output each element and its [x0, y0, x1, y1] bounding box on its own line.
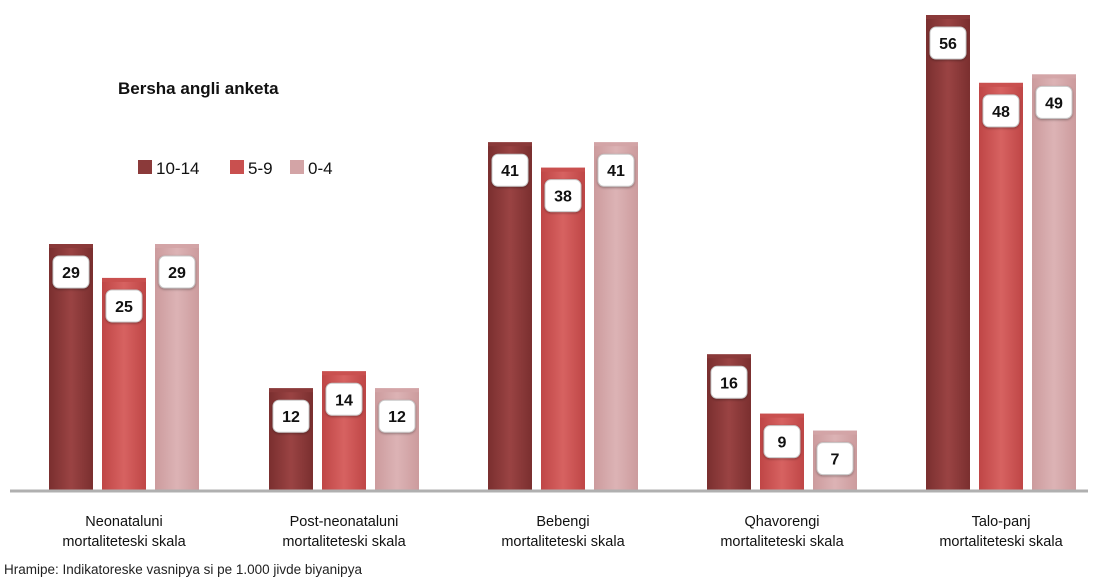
data-label-5-9-cat1: 25	[105, 289, 143, 323]
svg-text:29: 29	[62, 265, 80, 282]
svg-text:38: 38	[554, 189, 572, 206]
bar-top-0-4-cat1	[155, 244, 199, 249]
bar-top-10-14-cat5	[926, 15, 970, 19]
legend-swatch-0-4	[290, 160, 304, 174]
bar-10-14-cat3	[488, 142, 532, 490]
data-label-10-14-cat4: 16	[710, 365, 748, 399]
legend-swatch-10-14	[138, 160, 152, 174]
svg-text:9: 9	[778, 435, 787, 452]
svg-text:56: 56	[939, 36, 957, 53]
chart: 29 25 29 12 14 12 41 38 41 16 9 7 56 48 49 Neonataluni…	[10, 15, 1088, 550]
svg-text:41: 41	[501, 163, 519, 180]
category-label-3: Bebengi mortaliteteski skala	[501, 514, 625, 550]
bar-top-0-4-cat3	[594, 142, 638, 147]
data-label-0-4-cat2: 12	[378, 399, 416, 433]
svg-text:12: 12	[388, 409, 406, 426]
legend-label-5-9: 5-9	[248, 159, 273, 178]
svg-text:49: 49	[1045, 95, 1063, 112]
bar-0-4-cat5	[1032, 74, 1076, 490]
legend-swatch-5-9	[230, 160, 244, 174]
bar-top-5-9-cat1	[102, 277, 146, 282]
data-label-0-4-cat5: 49	[1035, 85, 1073, 119]
data-label-5-9-cat3: 38	[544, 179, 582, 213]
svg-text:14: 14	[335, 392, 353, 409]
data-label-0-4-cat1: 29	[158, 255, 196, 289]
data-label-10-14-cat3: 41	[491, 153, 529, 187]
legend-item-10-14: 10-14	[138, 159, 199, 178]
legend-item-5-9: 5-9	[230, 159, 273, 178]
svg-text:16: 16	[720, 375, 738, 392]
bar-0-4-cat3	[594, 142, 638, 490]
bar-top-10-14-cat4	[707, 354, 751, 359]
bar-top-0-4-cat4	[813, 430, 857, 435]
bar-top-10-14-cat3	[488, 142, 532, 147]
data-label-0-4-cat3: 41	[597, 153, 635, 187]
bar-top-5-9-cat2	[322, 371, 366, 376]
bar-5-9-cat3	[541, 167, 585, 490]
data-label-5-9-cat4: 9	[763, 425, 801, 459]
category-label-4: Qhavorengi mortaliteteski skala	[720, 514, 844, 550]
legend-title: Bersha angli anketa	[118, 79, 279, 98]
data-label-10-14-cat1: 29	[52, 255, 90, 289]
data-label-5-9-cat5: 48	[982, 94, 1020, 128]
bar-top-0-4-cat5	[1032, 74, 1076, 79]
svg-text:48: 48	[992, 104, 1010, 121]
data-label-5-9-cat2: 14	[325, 382, 363, 416]
bar-top-5-9-cat5	[979, 82, 1023, 87]
bar-top-5-9-cat3	[541, 167, 585, 172]
legend-items: 10-14 5-9 0-4	[138, 159, 333, 178]
legend: Bersha angli anketa 10-14 5-9 0-4	[118, 79, 333, 178]
category-labels-group: Neonataluni mortaliteteski skala Post-neon…	[62, 514, 1063, 550]
data-label-0-4-cat4: 7	[816, 442, 854, 476]
bar-top-0-4-cat2	[375, 388, 419, 393]
category-label-1: Neonataluni mortaliteteski skala	[62, 514, 186, 550]
category-label-2: Post-neonataluni mortaliteteski skala	[282, 514, 406, 550]
data-label-10-14-cat5: 56	[929, 26, 967, 60]
svg-text:29: 29	[168, 265, 186, 282]
category-label-5: Talo-panj mortaliteteski skala	[939, 514, 1063, 550]
source-note: Hramipe: Indikatoreske vasnipya si pe 1.…	[4, 562, 362, 577]
bar-10-14-cat5	[926, 15, 970, 490]
data-labels-group: 29 25 29 12 14 12 41 38 41 16 9 7 56 48 49	[52, 26, 1073, 476]
svg-text:7: 7	[831, 452, 840, 469]
bar-5-9-cat5	[979, 82, 1023, 490]
svg-text:12: 12	[282, 409, 300, 426]
legend-label-10-14: 10-14	[156, 159, 199, 178]
legend-item-0-4: 0-4	[290, 159, 333, 178]
svg-text:25: 25	[115, 299, 133, 316]
bar-top-5-9-cat4	[760, 413, 804, 418]
legend-label-0-4: 0-4	[308, 159, 333, 178]
bar-top-10-14-cat2	[269, 388, 313, 393]
bar-top-10-14-cat1	[49, 244, 93, 249]
svg-text:41: 41	[607, 163, 625, 180]
data-label-10-14-cat2: 12	[272, 399, 310, 433]
